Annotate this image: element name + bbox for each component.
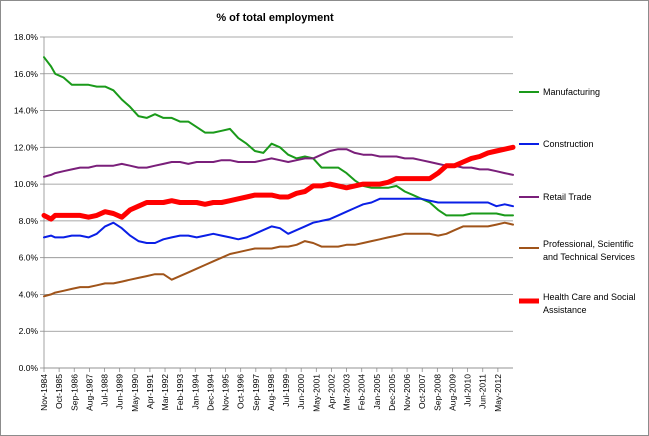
y-tick-label: 8.0% [19, 216, 39, 226]
x-tick-label: Jun-2011 [478, 374, 488, 409]
series-line-1 [43, 197, 514, 244]
x-tick-label: Oct-2007 [417, 374, 427, 409]
legend-label: Professional, Scientific and Technical Se… [543, 239, 635, 262]
x-tick-label: Nov-1984 [39, 374, 49, 411]
y-tick-label: 0.0% [19, 363, 39, 373]
x-tick-label: Mar-1992 [160, 374, 170, 411]
x-tick-label: May-2001 [311, 374, 321, 412]
x-tick-label: Apr-2002 [326, 374, 336, 409]
y-tick-label: 6.0% [19, 253, 39, 263]
x-tick-label: Oct-1996 [236, 374, 246, 409]
series-line-2 [43, 148, 514, 178]
chart-title: % of total employment [216, 12, 334, 24]
series-line-4 [41, 144, 516, 222]
x-tick-label: Jun-2000 [296, 374, 306, 410]
y-tick-label: 2.0% [19, 326, 39, 336]
x-tick-label: Dec-2005 [387, 374, 397, 411]
x-tick-label: May-1990 [130, 374, 140, 412]
x-tick-label: Apr-1991 [145, 374, 155, 409]
x-tick-label: Sep-1986 [69, 374, 79, 411]
x-tick-label: Feb-2004 [357, 374, 367, 411]
x-tick-label: May-2012 [493, 374, 503, 412]
x-tick-label: Aug-1998 [266, 374, 276, 411]
legend-label: Construction [543, 139, 594, 149]
x-tick-label: Nov-2006 [402, 374, 412, 411]
x-tick-label: Nov-1995 [221, 374, 231, 411]
y-tick-label: 10.0% [14, 179, 39, 189]
legend-label: Health Care and Social Assistance [543, 292, 636, 315]
series-line-0 [43, 56, 514, 217]
y-tick-label: 12.0% [14, 142, 39, 152]
x-tick-label: Jul-1988 [100, 374, 110, 407]
series-line-3 [43, 221, 514, 298]
x-tick-label: Feb-1993 [175, 374, 185, 411]
x-tick-label: Sep-1997 [251, 374, 261, 411]
legend-label: Manufacturing [543, 87, 600, 97]
x-tick-label: Jan-1994 [190, 374, 200, 410]
x-tick-label: Aug-2009 [447, 374, 457, 411]
x-tick-label: Jan-2005 [372, 374, 382, 410]
x-tick-label: Jun-1989 [115, 374, 125, 410]
x-tick-label: Jul-2010 [463, 374, 473, 407]
y-tick-label: 14.0% [14, 106, 39, 116]
x-tick-label: Oct-1985 [54, 374, 64, 409]
x-tick-label: Sep-2008 [432, 374, 442, 411]
x-tick-label: Mar-2003 [342, 374, 352, 411]
x-tick-label: Dec-1994 [205, 374, 215, 411]
y-tick-label: 4.0% [19, 289, 39, 299]
y-tick-label: 16.0% [14, 69, 39, 79]
y-tick-label: 18.0% [14, 32, 39, 42]
legend-label: Retail Trade [543, 192, 592, 202]
x-tick-label: Jul-1999 [281, 374, 291, 407]
x-tick-label: Aug-1987 [84, 374, 94, 411]
